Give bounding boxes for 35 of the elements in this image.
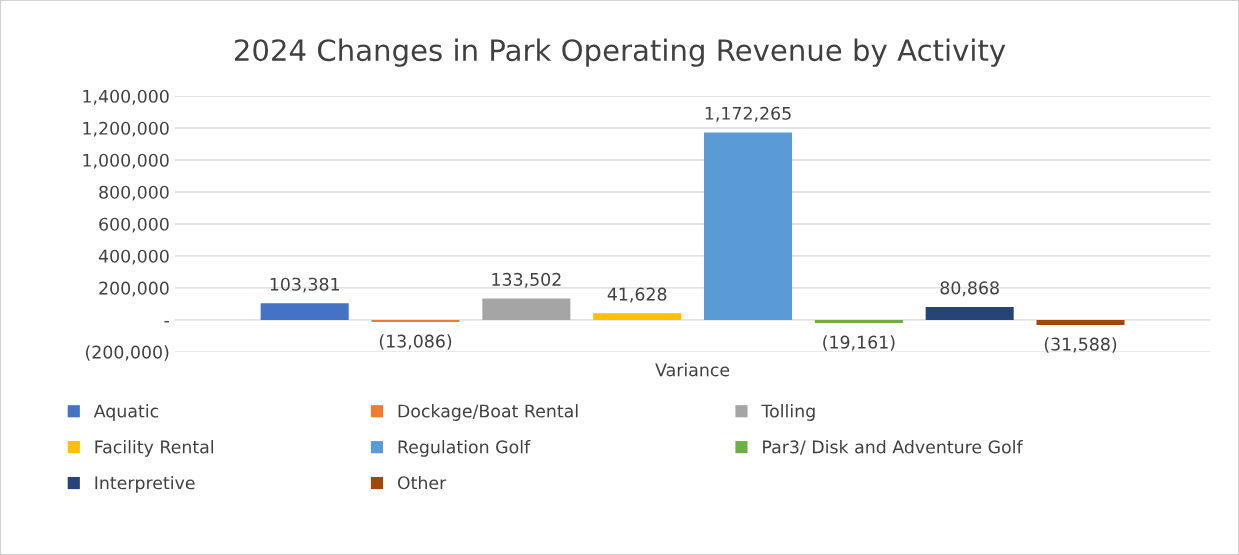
data-label: (13,086) (379, 334, 452, 350)
legend-label: Interpretive (95, 475, 195, 493)
bar (1036, 319, 1125, 325)
y-tick-label: 1,000,000 (83, 153, 169, 169)
bar (814, 319, 903, 323)
y-tick-label: (200,000) (85, 345, 169, 361)
data-label: 1,172,265 (705, 106, 791, 122)
y-tick-label: 400,000 (98, 249, 169, 265)
legend-label: Other (397, 475, 447, 490)
data-label: (19,161) (823, 335, 895, 351)
bar (703, 132, 793, 320)
legend-label: Aquatic (93, 404, 159, 421)
legend-label: Par3/ Disk and Adventure Golf (763, 440, 1023, 455)
chart-title: 2024 Changes in Park Operating Revenue by Activity (234, 38, 1006, 67)
bar (260, 303, 349, 320)
legend-label: Regulation Golf (398, 440, 531, 457)
y-tick-label: 1,400,000 (83, 89, 169, 105)
data-label: (31,588) (1044, 337, 1117, 353)
data-label: 80,868 (940, 281, 999, 297)
bar (371, 319, 460, 322)
y-tick-label: 1,200,000 (83, 121, 169, 137)
legend-label: Tolling (761, 404, 815, 421)
bar (593, 313, 682, 320)
data-label: 103,381 (270, 277, 339, 293)
y-tick-label: 600,000 (99, 217, 169, 233)
y-tick-label: 200,000 (99, 281, 169, 297)
data-label: 41,628 (607, 287, 667, 303)
legend-label: Dockage/Boat Rental (398, 404, 578, 421)
bar (925, 306, 1014, 320)
data-label: 133,502 (492, 272, 561, 288)
y-tick-label: 800,000 (99, 185, 169, 201)
y-tick-label: - (164, 321, 169, 323)
legend-label: Facility Rental (95, 440, 214, 457)
bar (482, 298, 571, 320)
x-tick-label: Variance (655, 362, 730, 377)
